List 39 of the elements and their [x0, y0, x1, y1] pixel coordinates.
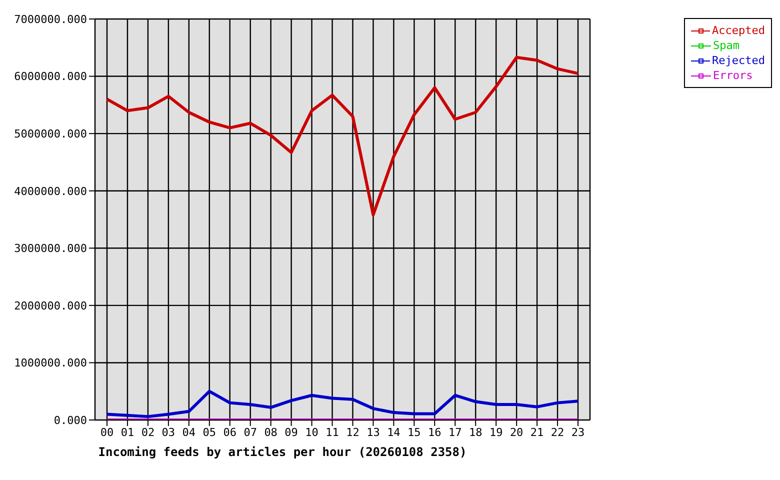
- x-tick-label: 16: [428, 426, 442, 439]
- y-tick-label: 1000000.000: [14, 356, 87, 370]
- x-tick-label: 04: [182, 426, 196, 439]
- y-tick-label: 3000000.000: [14, 242, 87, 256]
- legend-label: Rejected: [712, 54, 765, 67]
- line-series: [106, 390, 580, 418]
- x-axis-title: Incoming feeds by articles per hour (20260108 2358): [98, 445, 467, 459]
- x-tick-label: 00: [100, 426, 114, 439]
- x-tick-label: 07: [244, 426, 257, 439]
- x-tick-label: 10: [305, 426, 318, 439]
- y-tick-label: 0.000: [54, 414, 87, 427]
- x-tick-label: 22: [550, 426, 564, 439]
- y-tick-label: 4000000.000: [14, 184, 87, 198]
- x-tick-label: 03: [162, 426, 176, 439]
- x-tick-label: 05: [202, 426, 216, 439]
- legend-label: Errors: [713, 69, 753, 82]
- y-tick-label: 7000000.000: [14, 12, 87, 26]
- y-tick-label: 5000000.000: [14, 127, 87, 140]
- x-tick-label: 19: [489, 426, 503, 439]
- x-tick-label: 18: [468, 426, 482, 439]
- x-tick-label: 20: [510, 426, 524, 439]
- x-tick-label: 14: [387, 426, 401, 439]
- legend-label: Spam: [713, 39, 740, 52]
- x-tick-label: 06: [223, 426, 236, 439]
- legend-label: Accepted: [712, 24, 765, 37]
- x-tick-label: 11: [326, 426, 339, 439]
- x-tick-label: 15: [408, 426, 421, 439]
- y-tick-label: 2000000.000: [14, 299, 87, 312]
- x-tick-label: 17: [448, 426, 462, 439]
- x-tick-label: 09: [284, 426, 298, 439]
- x-tick-label: 01: [120, 426, 134, 439]
- x-tick-label: 23: [571, 426, 585, 439]
- x-tick-label: 21: [530, 426, 544, 439]
- x-tick-label: 13: [366, 426, 380, 439]
- x-tick-label: 12: [346, 426, 360, 439]
- x-tick-label: 08: [264, 426, 278, 439]
- x-tick-label: 02: [141, 426, 155, 439]
- line-series: [106, 56, 580, 216]
- y-tick-label: 6000000.000: [14, 70, 87, 84]
